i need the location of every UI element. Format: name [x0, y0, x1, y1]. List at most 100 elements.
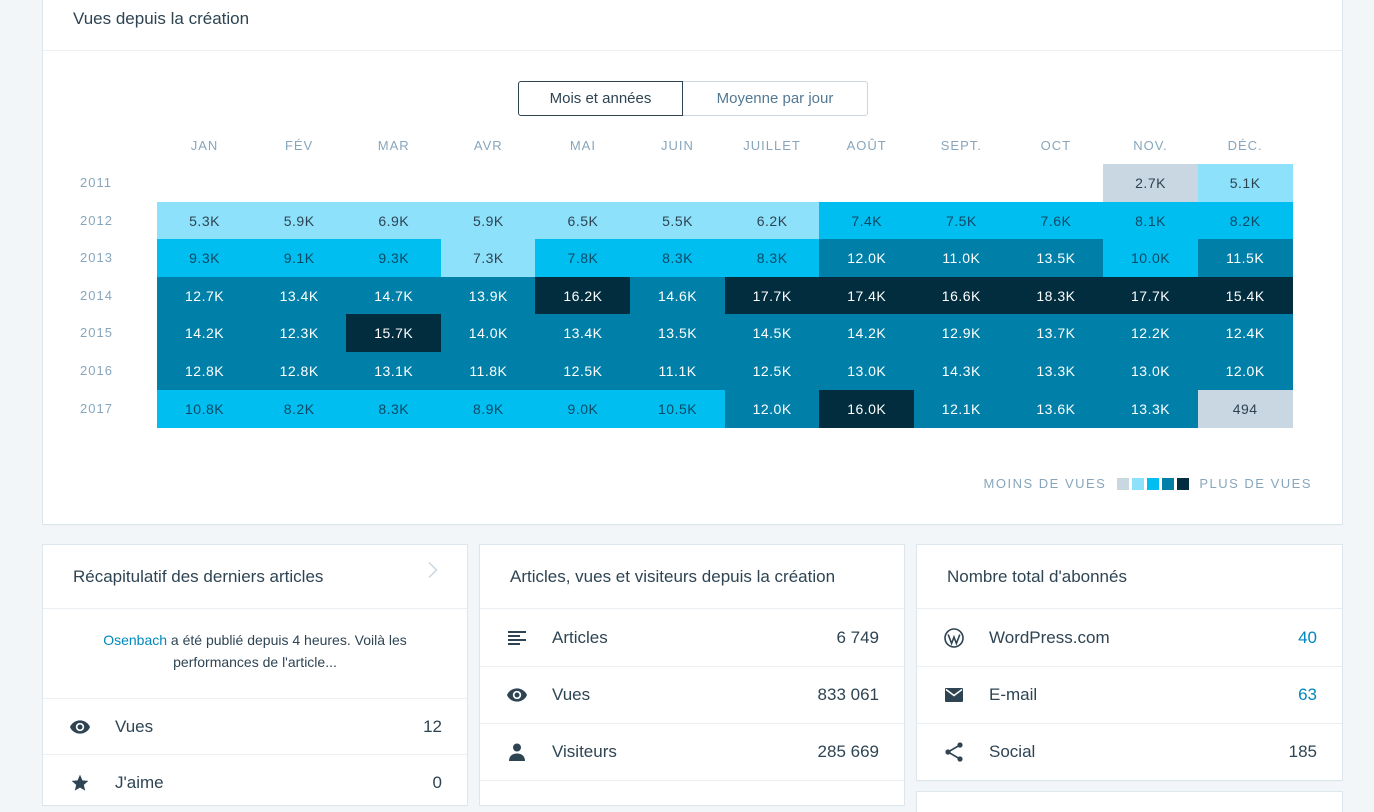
heatmap-cell[interactable]: 11.8K — [440, 352, 536, 391]
heatmap-cell[interactable]: 10.0K — [1103, 239, 1199, 278]
heatmap-cell[interactable]: 8.2K — [1197, 201, 1293, 240]
heatmap-cell[interactable]: 9.3K — [346, 239, 442, 278]
legend-swatch — [1177, 477, 1190, 490]
recap-notice-text: a été publié depuis 4 heures. Voilà les … — [167, 632, 407, 670]
heatmap-cell[interactable]: 13.0K — [819, 352, 915, 391]
heatmap-cell[interactable]: 7.8K — [535, 239, 631, 278]
heatmap-cell[interactable]: 13.3K — [1008, 352, 1104, 391]
heatmap-cell[interactable]: 5.3K — [157, 201, 253, 240]
month-label: AVR — [473, 138, 503, 153]
heatmap-cell[interactable]: 12.0K — [724, 389, 820, 428]
heatmap-cell[interactable]: 12.8K — [251, 352, 347, 391]
heatmap-cell[interactable]: 13.5K — [1008, 239, 1104, 278]
heatmap-cell[interactable]: 13.4K — [535, 314, 631, 353]
heatmap-cell[interactable]: 17.7K — [724, 276, 820, 315]
heatmap-cell[interactable]: 14.2K — [819, 314, 915, 353]
months-years-button[interactable]: Mois et années — [518, 81, 683, 116]
heatmap-cell[interactable]: 12.0K — [1197, 352, 1293, 391]
heatmap-cell[interactable]: 9.3K — [157, 239, 253, 278]
heatmap-cell[interactable]: 5.5K — [630, 201, 726, 240]
heatmap-cell[interactable]: 12.1K — [913, 389, 1009, 428]
heatmap-cell[interactable]: 8.2K — [251, 389, 347, 428]
heatmap-cell[interactable]: 8.3K — [724, 239, 820, 278]
followers-email-value[interactable]: 63 — [1298, 685, 1317, 704]
heatmap-cell[interactable]: 7.6K — [1008, 201, 1104, 240]
heatmap-cell[interactable]: 12.4K — [1197, 314, 1293, 353]
followers-row-social: Social 185 — [917, 724, 1342, 780]
post-link[interactable]: Osenbach — [103, 632, 168, 648]
followers-wordpress-value[interactable]: 40 — [1298, 627, 1317, 647]
heatmap-cell[interactable]: 5.1K — [1197, 164, 1293, 203]
heatmap-cell[interactable]: 2.7K — [1103, 164, 1199, 203]
heatmap-cell[interactable]: 7.5K — [913, 201, 1009, 240]
heatmap-cell[interactable]: 16.0K — [819, 389, 915, 428]
legend-swatches — [1114, 477, 1190, 490]
heatmap-cell[interactable]: 14.3K — [913, 352, 1009, 391]
heatmap-cell[interactable]: 8.3K — [346, 389, 442, 428]
heatmap-cell[interactable]: 17.7K — [1103, 276, 1199, 315]
heatmap-cell[interactable]: 11.1K — [630, 352, 726, 391]
heatmap-cell[interactable]: 6.2K — [724, 201, 820, 240]
heatmap-cell[interactable]: 12.0K — [819, 239, 915, 278]
followers-email-label: E-mail — [989, 685, 1038, 704]
heatmap-cell[interactable]: 15.4K — [1197, 276, 1293, 315]
heatmap-cell[interactable]: 14.0K — [440, 314, 536, 353]
heatmap-cell[interactable]: 10.8K — [157, 389, 253, 428]
heatmap-cell[interactable]: 8.9K — [440, 389, 536, 428]
heatmap-cell[interactable]: 12.9K — [913, 314, 1009, 353]
heatmap-cell[interactable]: 10.5K — [630, 389, 726, 428]
posts-icon — [506, 627, 528, 649]
heatmap-cell[interactable]: 6.5K — [535, 201, 631, 240]
heatmap-cell[interactable]: 15.7K — [346, 314, 442, 353]
heatmap-cell[interactable]: 16.6K — [913, 276, 1009, 315]
daily-average-button[interactable]: Moyenne par jour — [683, 81, 868, 116]
heatmap-cell[interactable]: 11.5K — [1197, 239, 1293, 278]
heatmap-cell[interactable]: 8.3K — [630, 239, 726, 278]
heatmap-cell[interactable]: 12.2K — [1103, 314, 1199, 353]
heatmap-cell[interactable]: 494 — [1197, 389, 1293, 428]
views-since-creation-card: Vues depuis la création Mois et années M… — [43, 0, 1342, 524]
heatmap-cell[interactable]: 12.7K — [157, 276, 253, 315]
month-label: DÉC. — [1227, 138, 1263, 153]
heatmap-cell[interactable]: 13.6K — [1008, 389, 1104, 428]
heatmap-cell[interactable]: 16.2K — [535, 276, 631, 315]
recap-notice: Osenbach a été publié depuis 4 heures. V… — [43, 609, 467, 699]
heatmap-cell[interactable]: 11.0K — [913, 239, 1009, 278]
heatmap-cell[interactable]: 13.0K — [1103, 352, 1199, 391]
heatmap-cell[interactable]: 17.4K — [819, 276, 915, 315]
heatmap-cell[interactable]: 6.9K — [346, 201, 442, 240]
heatmap-cell[interactable]: 13.3K — [1103, 389, 1199, 428]
heatmap-cell[interactable]: 9.1K — [251, 239, 347, 278]
heatmap-cell[interactable]: 12.5K — [535, 352, 631, 391]
chevron-right-icon[interactable] — [423, 561, 441, 579]
heatmap-cell[interactable]: 14.7K — [346, 276, 442, 315]
month-label: NOV. — [1133, 138, 1168, 153]
heatmap-cell[interactable]: 14.6K — [630, 276, 726, 315]
heatmap-cell[interactable]: 14.2K — [157, 314, 253, 353]
heatmap-cell[interactable]: 12.8K — [157, 352, 253, 391]
year-label: 2016 — [80, 363, 113, 378]
recap-views-value: 12 — [423, 716, 442, 736]
heatmap-cell[interactable]: 13.1K — [346, 352, 442, 391]
heatmap-cell[interactable]: 13.4K — [251, 276, 347, 315]
heatmap-cell[interactable]: 14.5K — [724, 314, 820, 353]
heatmap-cell[interactable]: 13.9K — [440, 276, 536, 315]
heatmap-cell[interactable]: 5.9K — [440, 201, 536, 240]
heatmap-cell[interactable]: 7.3K — [440, 239, 536, 278]
recap-card-header[interactable]: Récapitulatif des derniers articles — [43, 545, 467, 609]
totals-visitors-label: Visiteurs — [552, 742, 617, 761]
month-label: AOÛT — [846, 138, 887, 153]
heatmap-cell[interactable]: 5.9K — [251, 201, 347, 240]
heatmap-cell[interactable]: 18.3K — [1008, 276, 1104, 315]
heatmap-cell[interactable]: 7.4K — [819, 201, 915, 240]
next-card-edge — [917, 792, 1342, 812]
heatmap-cell[interactable]: 13.5K — [630, 314, 726, 353]
view-mode-toggle: Mois et années Moyenne par jour — [518, 81, 868, 116]
heatmap-cell[interactable]: 13.7K — [1008, 314, 1104, 353]
heatmap-cell[interactable]: 9.0K — [535, 389, 631, 428]
legend-swatch — [1132, 477, 1145, 490]
heatmap-cell[interactable]: 8.1K — [1103, 201, 1199, 240]
total-followers-card: Nombre total d'abonnés WordPress.com 40 … — [917, 545, 1342, 780]
heatmap-cell[interactable]: 12.3K — [251, 314, 347, 353]
heatmap-cell[interactable]: 12.5K — [724, 352, 820, 391]
